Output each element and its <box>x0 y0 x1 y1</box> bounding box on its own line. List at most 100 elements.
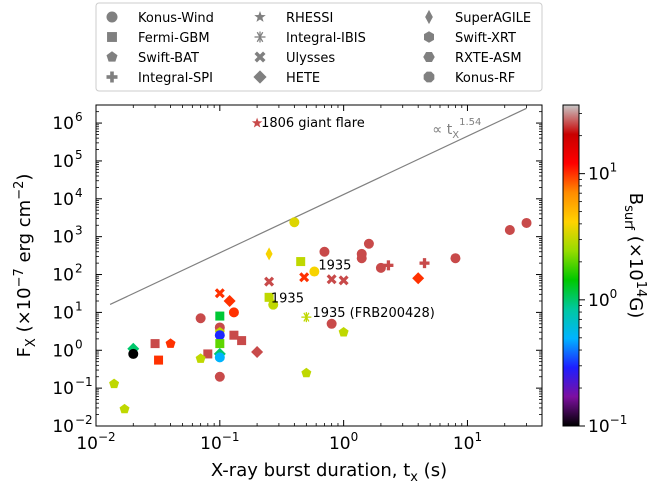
data-point <box>251 117 263 128</box>
square-marker <box>203 349 213 359</box>
y-tick-label: 10 <box>52 341 74 361</box>
x-marker <box>214 288 225 299</box>
legend-entry: Swift-BAT <box>106 51 199 66</box>
legend-entry: Fermi-GBM <box>107 31 210 46</box>
data-point <box>154 355 164 365</box>
data-point <box>214 330 225 341</box>
legend-label: RXTE-ASM <box>455 51 522 66</box>
legend-marker <box>253 70 267 84</box>
circle-marker <box>450 253 461 264</box>
x-marker <box>254 51 266 63</box>
square-marker <box>296 257 306 267</box>
legend-label: Swift-BAT <box>138 51 199 66</box>
colorbar-tick-label: 100 <box>588 287 617 311</box>
data-point <box>229 330 239 340</box>
circle-marker <box>504 224 515 235</box>
circle-marker <box>268 299 279 310</box>
y-tick-label-exp: 3 <box>75 224 83 238</box>
data-point <box>412 272 425 285</box>
data-point <box>264 276 275 287</box>
square-marker <box>154 355 164 365</box>
data-point <box>264 292 274 302</box>
legend-entry: Konus-Wind <box>106 11 214 26</box>
x-marker <box>338 275 349 286</box>
data-point <box>203 349 213 359</box>
thin-diamond-marker <box>425 9 433 25</box>
legend-entry: Konus-RF <box>423 71 515 86</box>
diamond-marker <box>253 70 267 84</box>
legend-label: SuperAGILE <box>455 11 531 26</box>
hexagon-marker <box>424 31 434 43</box>
legend-entry: Swift-XRT <box>424 31 516 46</box>
annotation-label: 1935 (FRB200428) <box>312 306 434 321</box>
thin-diamond-marker <box>265 247 273 261</box>
legend-label: RHESSI <box>286 11 333 26</box>
legend-marker <box>423 52 435 62</box>
y-axis-label: FX (×10−7 erg cm−2) <box>12 174 39 358</box>
annotation-label: 1935 <box>318 259 351 274</box>
colorbar <box>562 104 580 427</box>
hexagon2-marker <box>423 52 435 62</box>
data-point <box>309 266 320 277</box>
diamond-marker <box>412 272 425 285</box>
plus-v-bar <box>110 71 114 83</box>
data-point <box>319 246 330 257</box>
data-point <box>301 367 312 378</box>
x-marker <box>326 274 337 285</box>
data-point <box>338 275 349 286</box>
data-point <box>215 311 225 321</box>
colorbar-tick-label: 10−1 <box>588 413 627 437</box>
data-point <box>195 313 206 324</box>
data-point <box>301 312 312 323</box>
y-tick-label-exp: 1 <box>75 299 83 313</box>
y-tick-label: 10 <box>52 417 74 437</box>
legend-entry: RHESSI <box>254 10 333 26</box>
data-point <box>109 378 120 389</box>
x-tick-label: 10−2 <box>76 430 115 454</box>
legend-label: Integral-IBIS <box>286 31 366 46</box>
diamond-marker <box>251 345 264 358</box>
fit-line-label: ∝ tX1.54 <box>432 117 481 141</box>
star-marker <box>251 117 263 128</box>
legend-marker <box>107 32 117 42</box>
x-axis-label: X-ray burst duration, tx (s) <box>211 460 447 485</box>
star-marker <box>254 10 266 22</box>
circle-marker <box>363 238 374 249</box>
data-point <box>383 260 394 271</box>
x-marker <box>264 276 275 287</box>
data-point <box>450 253 461 264</box>
data-point <box>223 295 236 308</box>
legend-entry: Ulysses <box>254 51 335 66</box>
pentagon-marker <box>165 338 176 348</box>
pentagon-marker <box>301 367 312 378</box>
data-point <box>165 338 176 348</box>
data-point <box>326 274 337 285</box>
legend-entry: RXTE-ASM <box>423 51 522 66</box>
legend-label: Ulysses <box>286 51 335 66</box>
octagon-marker <box>423 71 435 83</box>
legend-label: Konus-Wind <box>138 11 214 26</box>
data-point <box>521 217 532 228</box>
circle-marker <box>356 253 367 264</box>
circle-marker <box>106 11 118 23</box>
data-point <box>375 262 386 273</box>
data-point <box>214 352 225 363</box>
colorbar-label: Bsurf (×1014G) <box>621 193 648 319</box>
legend-entry: Integral-SPI <box>106 71 213 86</box>
square-marker <box>215 339 225 349</box>
circle-marker <box>195 313 206 324</box>
y-tick-label: 10 <box>52 190 74 210</box>
square-marker <box>229 330 239 340</box>
data-point <box>119 403 130 414</box>
diamond-marker <box>223 295 236 308</box>
plus-v-bar <box>422 258 427 269</box>
y-tick-label-exp: 6 <box>75 110 83 124</box>
circle-marker <box>309 266 320 277</box>
y-tick-label-exp: −2 <box>75 413 93 427</box>
circle-marker <box>128 348 139 359</box>
data-point <box>128 348 139 359</box>
data-point <box>214 371 225 382</box>
colorbar-tick-label: 101 <box>588 161 617 185</box>
legend-entry: Integral-IBIS <box>254 31 366 46</box>
